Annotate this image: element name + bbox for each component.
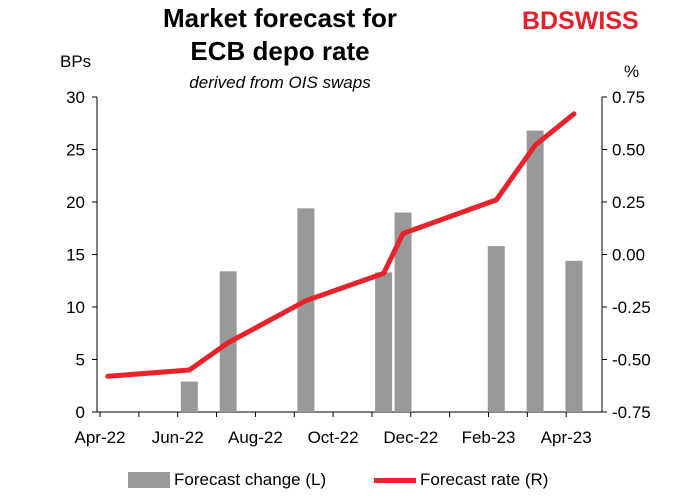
right-tick-label: 0.75: [612, 88, 645, 107]
x-tick-label: Oct-22: [308, 428, 359, 447]
legend-item-line: Forecast rate (R): [374, 470, 548, 490]
left-tick-label: 5: [76, 351, 85, 370]
left-tick-label: 10: [66, 298, 85, 317]
chart-axes: [92, 96, 607, 417]
bdswiss-logo: BDSWISS: [522, 7, 639, 36]
right-tick-label: 0.50: [612, 141, 645, 160]
right-tick-label: 0.25: [612, 193, 645, 212]
right-tick-label: -0.25: [612, 298, 651, 317]
chart-subtitle: derived from OIS swaps: [189, 73, 371, 92]
chart-title: Market forecast for ECB depo rate: [120, 2, 440, 68]
logo-swiss: SWISS: [558, 7, 639, 35]
forecast-change-bar: [487, 246, 505, 412]
left-tick-label: 30: [66, 88, 85, 107]
legend-bar-label: Forecast change (L): [174, 470, 327, 489]
legend-item-bars: Forecast change (L): [128, 470, 326, 490]
legend-line-label: Forecast rate (R): [420, 470, 549, 489]
forecast-change-bar: [297, 208, 315, 412]
right-tick-label: -0.50: [612, 351, 651, 370]
bar-series: [180, 130, 583, 412]
forecast-change-bar: [375, 272, 393, 412]
axis-labels: 0 5 10 15 20 25 30 -0.75 -0.50 -0.25 0.00 0.25 0.50 0…: [66, 88, 651, 447]
forecast-change-bar: [565, 260, 583, 412]
right-axis-unit: %: [624, 62, 640, 81]
left-axis-unit: BPs: [60, 52, 92, 71]
left-tick-label: 0: [76, 403, 85, 422]
forecast-change-bar: [394, 212, 412, 412]
right-tick-label: -0.75: [612, 403, 651, 422]
logo-bd: BD: [522, 7, 559, 35]
chart-title-line-1: Market forecast for: [162, 3, 398, 33]
legend-bar-swatch: [128, 472, 170, 488]
forecast-change-bar: [180, 381, 198, 412]
legend-line-swatch: [374, 477, 416, 483]
x-tick-label: Feb-23: [462, 428, 516, 447]
chart-legend: Forecast change (L) Forecast rate (R): [0, 470, 699, 494]
x-tick-label: Aug-22: [228, 428, 283, 447]
x-tick-label: Dec-22: [383, 428, 438, 447]
chart-title-line-2: ECB depo rate: [190, 36, 370, 66]
left-tick-label: 15: [66, 246, 85, 265]
left-tick-label: 25: [66, 141, 85, 160]
right-tick-label: 0.00: [612, 246, 645, 265]
x-tick-label: Apr-22: [74, 428, 125, 447]
line-series: [105, 111, 577, 379]
left-tick-label: 20: [66, 193, 85, 212]
x-tick-label: Apr-23: [541, 428, 592, 447]
x-tick-label: Jun-22: [152, 428, 204, 447]
forecast-change-bar: [526, 130, 544, 412]
forecast-rate-line: [105, 111, 577, 379]
